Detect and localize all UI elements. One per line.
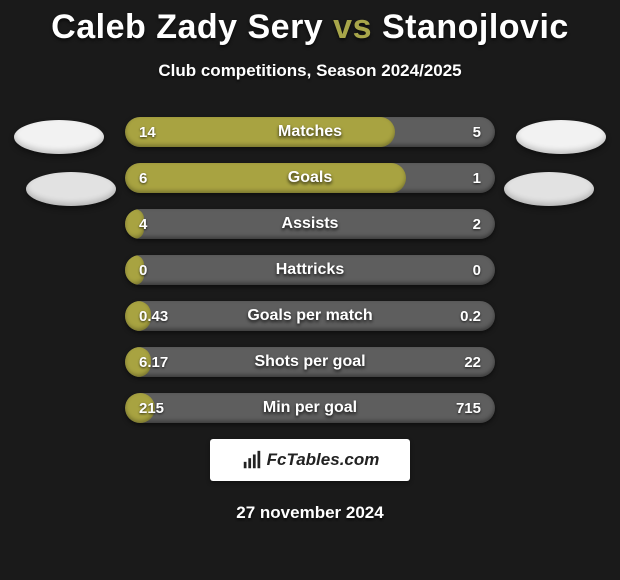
comparison-title: Caleb Zady Sery vs Stanojlovic [0,0,620,47]
stat-left-value: 6.17 [139,354,168,371]
stat-values: 00 [125,255,495,285]
stat-right-value: 0 [473,262,481,279]
stat-values: 215 715 [125,393,495,423]
stat-values: 14 5 [125,117,495,147]
stat-left-value: 14 [139,124,156,141]
brand-badge: FcTables.com [210,439,410,481]
stats-comparison-chart: 145Matches61Goals42Assists00Hattricks0.4… [0,117,620,423]
subtitle: Club competitions, Season 2024/2025 [0,61,620,81]
stat-right-value: 715 [456,400,481,417]
player2-name: Stanojlovic [382,8,569,46]
player1-name: Caleb Zady Sery [51,8,323,46]
stat-row: 215715Min per goal [125,393,495,423]
vs-text: vs [333,8,372,46]
stat-left-value: 4 [139,216,147,233]
brand-text: FcTables.com [267,450,380,470]
date-text: 27 november 2024 [0,503,620,523]
stat-left-value: 215 [139,400,164,417]
stat-row: 6.1722Shots per goal [125,347,495,377]
stat-values: 0.43 0.2 [125,301,495,331]
stat-row: 0.430.2Goals per match [125,301,495,331]
player1-avatar-bottom-placeholder [26,172,116,206]
stat-right-value: 0.2 [460,308,481,325]
stat-row: 42Assists [125,209,495,239]
player2-avatar-top-placeholder [516,120,606,154]
stat-values: 42 [125,209,495,239]
stat-right-value: 1 [473,170,481,187]
brand-logo-icon [241,449,263,471]
stat-right-value: 5 [473,124,481,141]
stat-left-value: 6 [139,170,147,187]
stat-row: 00Hattricks [125,255,495,285]
stat-values: 6.17 22 [125,347,495,377]
stat-right-value: 22 [464,354,481,371]
stat-right-value: 2 [473,216,481,233]
player1-avatar-top-placeholder [14,120,104,154]
stat-left-value: 0 [139,262,147,279]
stat-row: 145Matches [125,117,495,147]
stat-row: 61Goals [125,163,495,193]
stat-values: 61 [125,163,495,193]
player2-avatar-bottom-placeholder [504,172,594,206]
stat-left-value: 0.43 [139,308,168,325]
